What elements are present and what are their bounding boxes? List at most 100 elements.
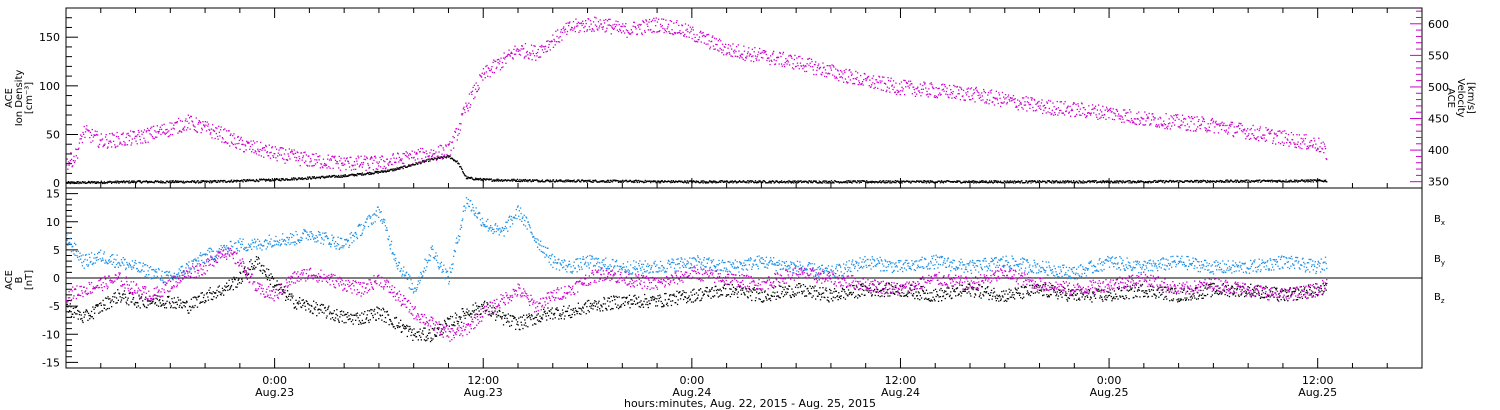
velocity-series-point [573, 28, 575, 30]
velocity-series-point [565, 22, 567, 25]
velocity-series-point [733, 52, 735, 54]
velocity-series-point [1119, 115, 1121, 117]
velocity-series-point [1086, 115, 1088, 117]
velocity-series-point [956, 85, 959, 88]
density-series-point [858, 182, 861, 184]
velocity-series-point [1018, 100, 1021, 102]
field-series-bx-point [247, 273, 250, 276]
velocity-series-point [1304, 137, 1307, 140]
velocity-series-point [945, 93, 947, 95]
velocity-series-point [1259, 128, 1261, 130]
velocity-series-point [153, 125, 155, 127]
density-series-point [369, 171, 371, 174]
field-series-bx-point [423, 339, 426, 341]
density-series-point [1206, 181, 1208, 184]
field-series-bx-point [78, 310, 80, 312]
velocity-series-point [1212, 120, 1215, 122]
velocity-series-point [662, 27, 664, 30]
velocity-series-point [642, 20, 644, 22]
velocity-series-point [166, 128, 168, 131]
field-series-bx-point [315, 302, 317, 304]
density-series-point [951, 180, 954, 183]
field-series-bx-point [379, 314, 381, 316]
velocity-series-point [201, 127, 203, 129]
velocity-series-point [865, 80, 867, 82]
velocity-series-point [626, 36, 628, 38]
density-series-point [1205, 180, 1207, 182]
velocity-series-point [68, 164, 70, 166]
density-series-point [195, 182, 197, 184]
density-series-point [495, 180, 497, 182]
velocity-series-point [697, 41, 699, 43]
field-series-bx-point [210, 298, 213, 300]
density-series-point [399, 168, 401, 170]
velocity-series-point [737, 44, 739, 46]
velocity-series-point [751, 56, 753, 58]
velocity-series-point [184, 126, 186, 128]
velocity-series-point [699, 32, 701, 34]
velocity-series-point [1264, 140, 1266, 142]
field-series-bx-point [413, 328, 415, 330]
velocity-series-point [431, 155, 433, 157]
velocity-series-point [83, 125, 85, 128]
density-series-point [376, 170, 379, 173]
density-series-point [1312, 179, 1314, 181]
velocity-series-point [599, 25, 601, 27]
velocity-series-point [779, 52, 781, 54]
density-series-point [562, 181, 564, 183]
density-series-point [709, 180, 712, 182]
velocity-series-point [557, 41, 559, 43]
density-series-point [708, 181, 710, 183]
velocity-series-point [636, 33, 638, 35]
field-series-bx-point [294, 306, 297, 308]
velocity-series-point [592, 21, 595, 23]
field-series-bx-point [251, 263, 253, 265]
velocity-series-point [602, 26, 604, 28]
velocity-series-point [705, 43, 707, 45]
velocity-series-point [721, 43, 724, 45]
velocity-series-point [483, 73, 485, 75]
velocity-series-point [1321, 148, 1324, 150]
velocity-series-point [355, 158, 357, 160]
field-series-bx-point [354, 314, 356, 316]
velocity-series-point [813, 73, 815, 76]
velocity-series-point [908, 87, 910, 89]
velocity-series-point [708, 40, 710, 42]
velocity-series-point [1147, 116, 1149, 118]
density-series-point [1038, 182, 1040, 184]
velocity-series-point [479, 74, 481, 76]
velocity-series-point [955, 97, 957, 99]
density-series-point [549, 181, 551, 183]
velocity-series-point [554, 40, 556, 42]
density-series-point [1267, 180, 1269, 183]
field-series-bx-point [333, 310, 335, 312]
velocity-series-point [1088, 105, 1090, 107]
velocity-series-point [732, 50, 735, 52]
velocity-series-point [350, 156, 352, 158]
field-series-bx-point [232, 281, 234, 283]
density-series-point [409, 164, 411, 166]
field-series-bx-point [143, 305, 146, 308]
density-series-point [1279, 179, 1281, 182]
velocity-series-point [997, 102, 999, 105]
date-tick-label: Aug.24 [672, 386, 711, 399]
velocity-series-point [1171, 116, 1173, 118]
velocity-series-point [983, 88, 985, 91]
velocity-series-point [101, 139, 103, 141]
velocity-series-point [401, 158, 403, 160]
field-series-bx-point [107, 296, 109, 298]
velocity-series-point [112, 134, 114, 136]
velocity-series-point [115, 135, 118, 138]
density-series-point [1083, 182, 1085, 184]
velocity-series-point [843, 70, 845, 72]
velocity-series-point [313, 164, 315, 167]
density-series-point [1288, 180, 1290, 182]
velocity-series-point [1113, 112, 1115, 114]
velocity-series-point [1271, 129, 1273, 131]
density-series-point [201, 181, 203, 183]
velocity-series-point [383, 165, 385, 168]
density-series-point [1199, 181, 1201, 183]
density-series-point [425, 160, 427, 162]
velocity-series-point [603, 22, 606, 24]
density-series-point [523, 179, 525, 181]
